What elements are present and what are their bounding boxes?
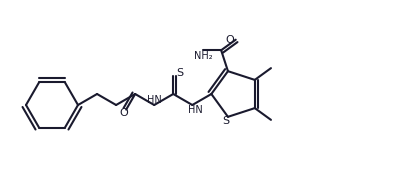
Text: S: S (222, 116, 229, 126)
Text: HN: HN (188, 105, 203, 115)
Text: O: O (120, 108, 129, 118)
Text: NH₂: NH₂ (194, 51, 213, 61)
Text: HN: HN (147, 95, 162, 105)
Text: S: S (177, 68, 184, 78)
Text: O: O (225, 35, 234, 45)
